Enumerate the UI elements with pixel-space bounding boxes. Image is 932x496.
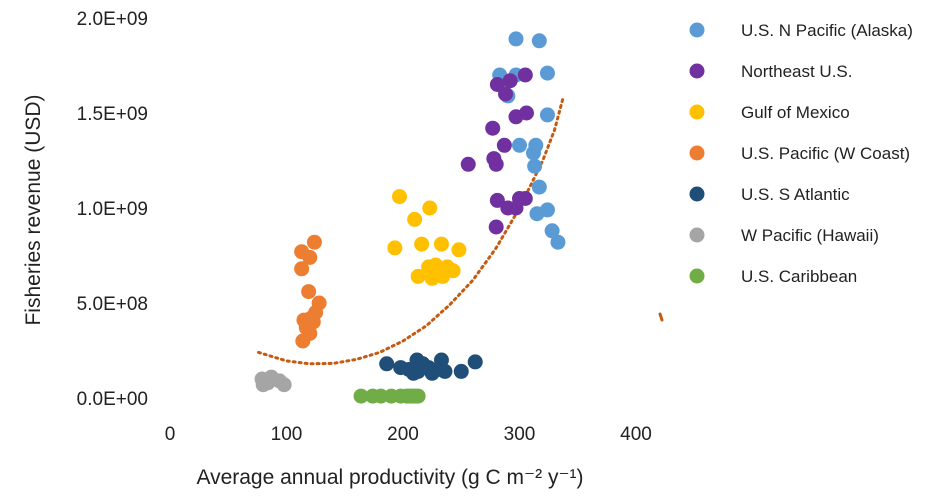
data-point	[529, 206, 545, 222]
data-point	[407, 211, 423, 227]
data-point	[433, 236, 449, 252]
data-point	[387, 240, 403, 256]
data-point	[451, 242, 467, 258]
legend-marker	[689, 63, 705, 79]
legend-label: U.S. Caribbean	[741, 267, 857, 286]
data-point	[353, 388, 369, 404]
data-point	[500, 200, 516, 216]
trendline-group	[257, 98, 664, 366]
y-tick-label: 1.5E+09	[77, 104, 148, 125]
y-axis-ticks: 0.0E+00 5.0E+08 1.0E+09 1.5E+09 2.0E+09	[77, 9, 148, 410]
legend-item: W Pacific (Hawaii)	[689, 226, 879, 245]
y-tick-label: 1.0E+09	[77, 199, 148, 220]
data-point	[508, 31, 524, 47]
data-point	[410, 268, 426, 284]
legend-label: U.S. N Pacific (Alaska)	[741, 21, 913, 40]
data-point	[306, 234, 322, 250]
y-axis-title: Fisheries revenue (USD)	[22, 94, 45, 325]
legend-marker	[689, 227, 705, 243]
legend-item: U.S. Caribbean	[689, 267, 857, 286]
data-point	[525, 145, 541, 161]
data-point	[295, 333, 311, 349]
x-axis-ticks: 0 100 200 300 400	[165, 424, 652, 445]
legend-item: Northeast U.S.	[689, 62, 853, 81]
data-point	[527, 158, 543, 174]
data-points	[254, 31, 566, 404]
legend-label: U.S. Pacific (W Coast)	[741, 144, 910, 163]
data-point	[517, 67, 533, 83]
data-point	[422, 200, 438, 216]
data-point	[255, 377, 271, 393]
data-point	[544, 223, 560, 239]
legend-marker	[689, 104, 705, 120]
data-point	[488, 156, 504, 172]
x-tick-label: 100	[271, 424, 303, 445]
legend-item: U.S. Pacific (W Coast)	[689, 144, 910, 163]
data-point	[437, 363, 453, 379]
data-point	[410, 388, 426, 404]
legend-label: Northeast U.S.	[741, 62, 853, 81]
data-point	[467, 354, 483, 370]
data-point	[539, 107, 555, 123]
legend-label: Gulf of Mexico	[741, 103, 850, 122]
x-tick-label: 200	[387, 424, 419, 445]
data-point	[379, 356, 395, 372]
data-point	[539, 65, 555, 81]
data-point	[496, 137, 512, 153]
data-point	[531, 179, 547, 195]
x-tick-label: 0	[165, 424, 176, 445]
legend-marker	[689, 186, 705, 202]
x-axis-title: Average annual productivity (g C m⁻² y⁻¹…	[196, 466, 583, 489]
data-point	[517, 191, 533, 206]
data-point	[276, 377, 292, 393]
legend-item: U.S. S Atlantic	[689, 185, 850, 204]
data-point	[550, 234, 566, 250]
data-point	[301, 284, 317, 300]
data-point	[498, 86, 514, 102]
data-point	[392, 189, 408, 205]
legend-item: Gulf of Mexico	[689, 103, 850, 122]
data-point	[373, 388, 389, 404]
data-point	[424, 365, 440, 381]
data-point	[421, 259, 437, 275]
data-point	[414, 236, 430, 252]
data-point	[405, 365, 421, 381]
data-point	[302, 249, 318, 265]
legend-label: W Pacific (Hawaii)	[741, 226, 879, 245]
data-point	[435, 268, 451, 284]
y-tick-label: 0.0E+00	[77, 389, 148, 410]
x-tick-label: 300	[504, 424, 536, 445]
legend-marker	[689, 22, 705, 38]
data-point	[485, 120, 501, 136]
data-point	[531, 33, 547, 49]
data-point	[512, 137, 527, 153]
legend-marker	[689, 145, 705, 161]
y-tick-label: 5.0E+08	[77, 294, 148, 315]
data-point	[502, 73, 518, 89]
y-tick-label: 2.0E+09	[77, 9, 148, 30]
data-point	[488, 219, 504, 235]
data-point	[460, 156, 476, 172]
legend-item: U.S. N Pacific (Alaska)	[689, 21, 913, 40]
x-tick-label: 400	[620, 424, 652, 445]
trendline-fragment	[658, 312, 664, 322]
data-point	[453, 363, 469, 379]
legend: U.S. N Pacific (Alaska) Northeast U.S. Gul…	[689, 21, 913, 286]
data-point	[489, 192, 505, 208]
data-point	[508, 109, 524, 125]
legend-marker	[689, 268, 705, 284]
trendline	[257, 98, 565, 366]
legend-label: U.S. S Atlantic	[741, 185, 850, 204]
data-point	[294, 261, 310, 277]
